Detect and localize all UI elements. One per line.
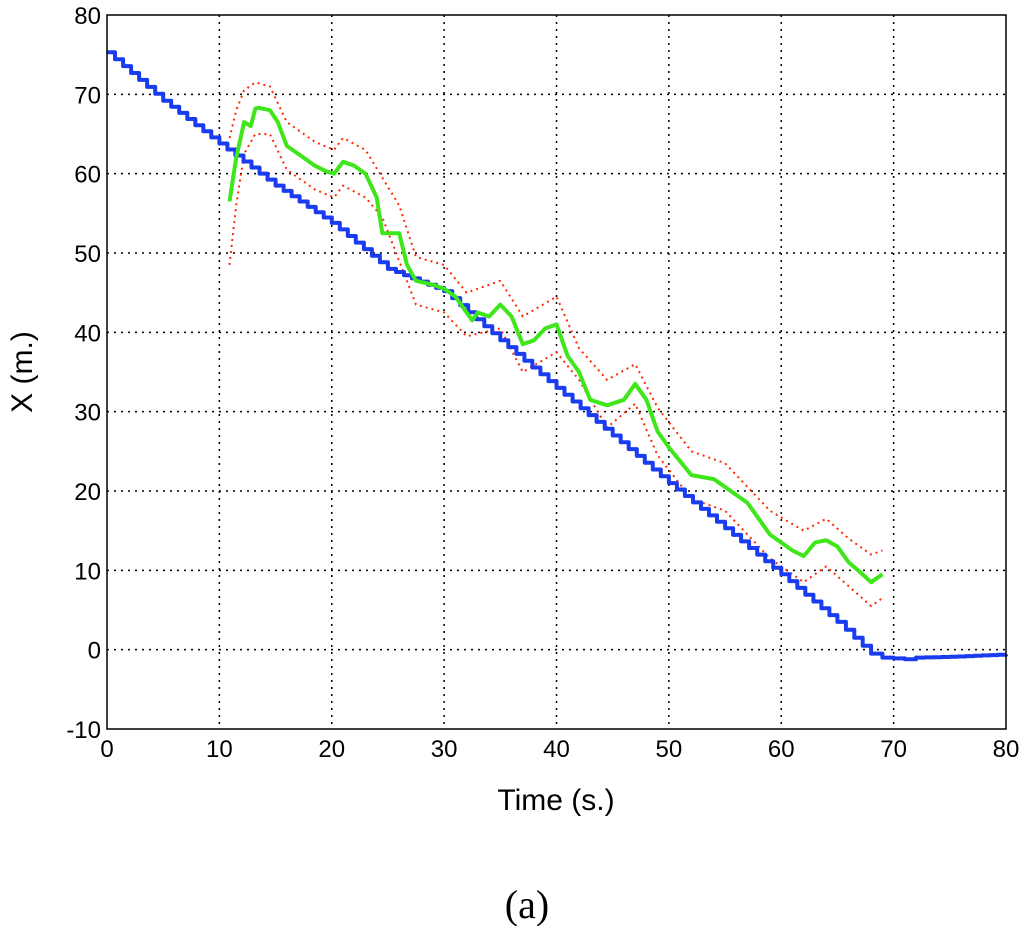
series-line <box>227 105 884 585</box>
x-tick-label: 80 <box>993 736 1020 763</box>
figure-caption: (a) <box>505 882 549 926</box>
y-tick-labels: -10 0 10 20 30 40 50 60 70 80 <box>66 3 101 744</box>
y-tick-label: 10 <box>74 558 101 585</box>
series-line <box>107 50 1008 662</box>
plot-frame <box>106 14 1007 730</box>
series-lines <box>107 50 1008 662</box>
grid-lines <box>107 15 1006 729</box>
x-tick-labels: 0 10 20 30 40 50 60 70 80 <box>100 736 1019 763</box>
y-tick-label: 30 <box>74 400 101 427</box>
y-tick-label: -10 <box>66 717 101 744</box>
bound-line <box>228 81 883 556</box>
y-tick-label: 80 <box>74 3 101 30</box>
y-tick-label: 70 <box>74 82 101 109</box>
x-tick-label: 50 <box>656 736 683 763</box>
x-tick-label: 40 <box>543 736 570 763</box>
x-tick-label: 10 <box>206 736 233 763</box>
y-axis-label: X (m.) <box>6 331 39 413</box>
y-tick-label: 0 <box>88 638 101 665</box>
x-tick-label: 70 <box>880 736 907 763</box>
y-tick-label: 50 <box>74 241 101 268</box>
x-tick-label: 20 <box>318 736 345 763</box>
x-tick-label: 30 <box>431 736 458 763</box>
y-tick-label: 60 <box>74 162 101 189</box>
x-tick-label: 60 <box>768 736 795 763</box>
y-tick-label: 20 <box>74 479 101 506</box>
y-tick-label: 40 <box>74 320 101 347</box>
x-tick-label: 0 <box>100 736 113 763</box>
x-axis-label: Time (s.) <box>497 784 614 817</box>
